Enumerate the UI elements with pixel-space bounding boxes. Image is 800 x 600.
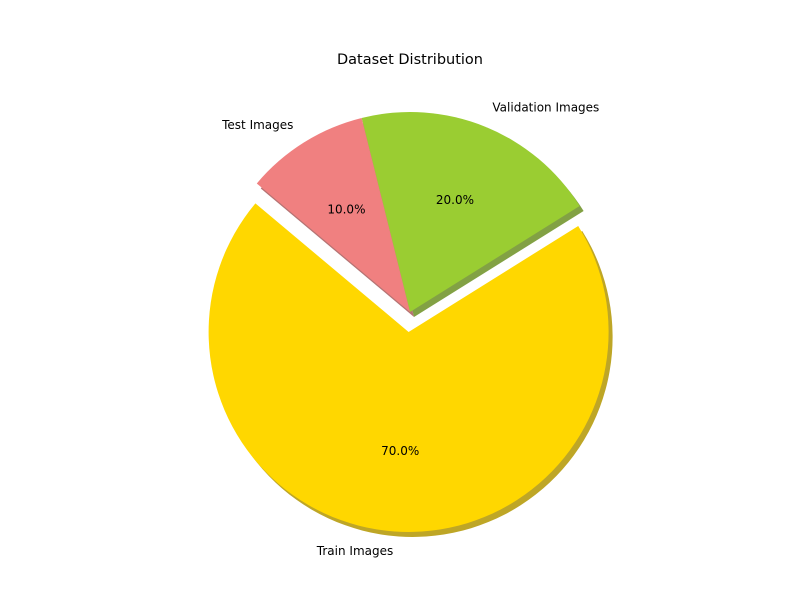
slice-label-train-images: Train Images xyxy=(316,544,393,558)
chart-title: Dataset Distribution xyxy=(337,52,483,68)
slice-percent-validation-images: 20.0% xyxy=(436,193,474,207)
pie-slice-layer xyxy=(208,112,609,532)
slice-label-validation-images: Validation Images xyxy=(492,101,599,115)
pie-slice-train-images xyxy=(208,203,609,532)
slice-percent-test-images: 10.0% xyxy=(327,203,365,217)
pie-label-layer: Train Images 70.0% Validation Images 20.0% T… xyxy=(221,101,599,558)
slice-percent-train-images: 70.0% xyxy=(381,444,419,458)
pie-slice-test-images xyxy=(256,117,410,312)
pie-slice-validation-images xyxy=(361,112,580,313)
slice-label-test-images: Test Images xyxy=(221,118,293,132)
